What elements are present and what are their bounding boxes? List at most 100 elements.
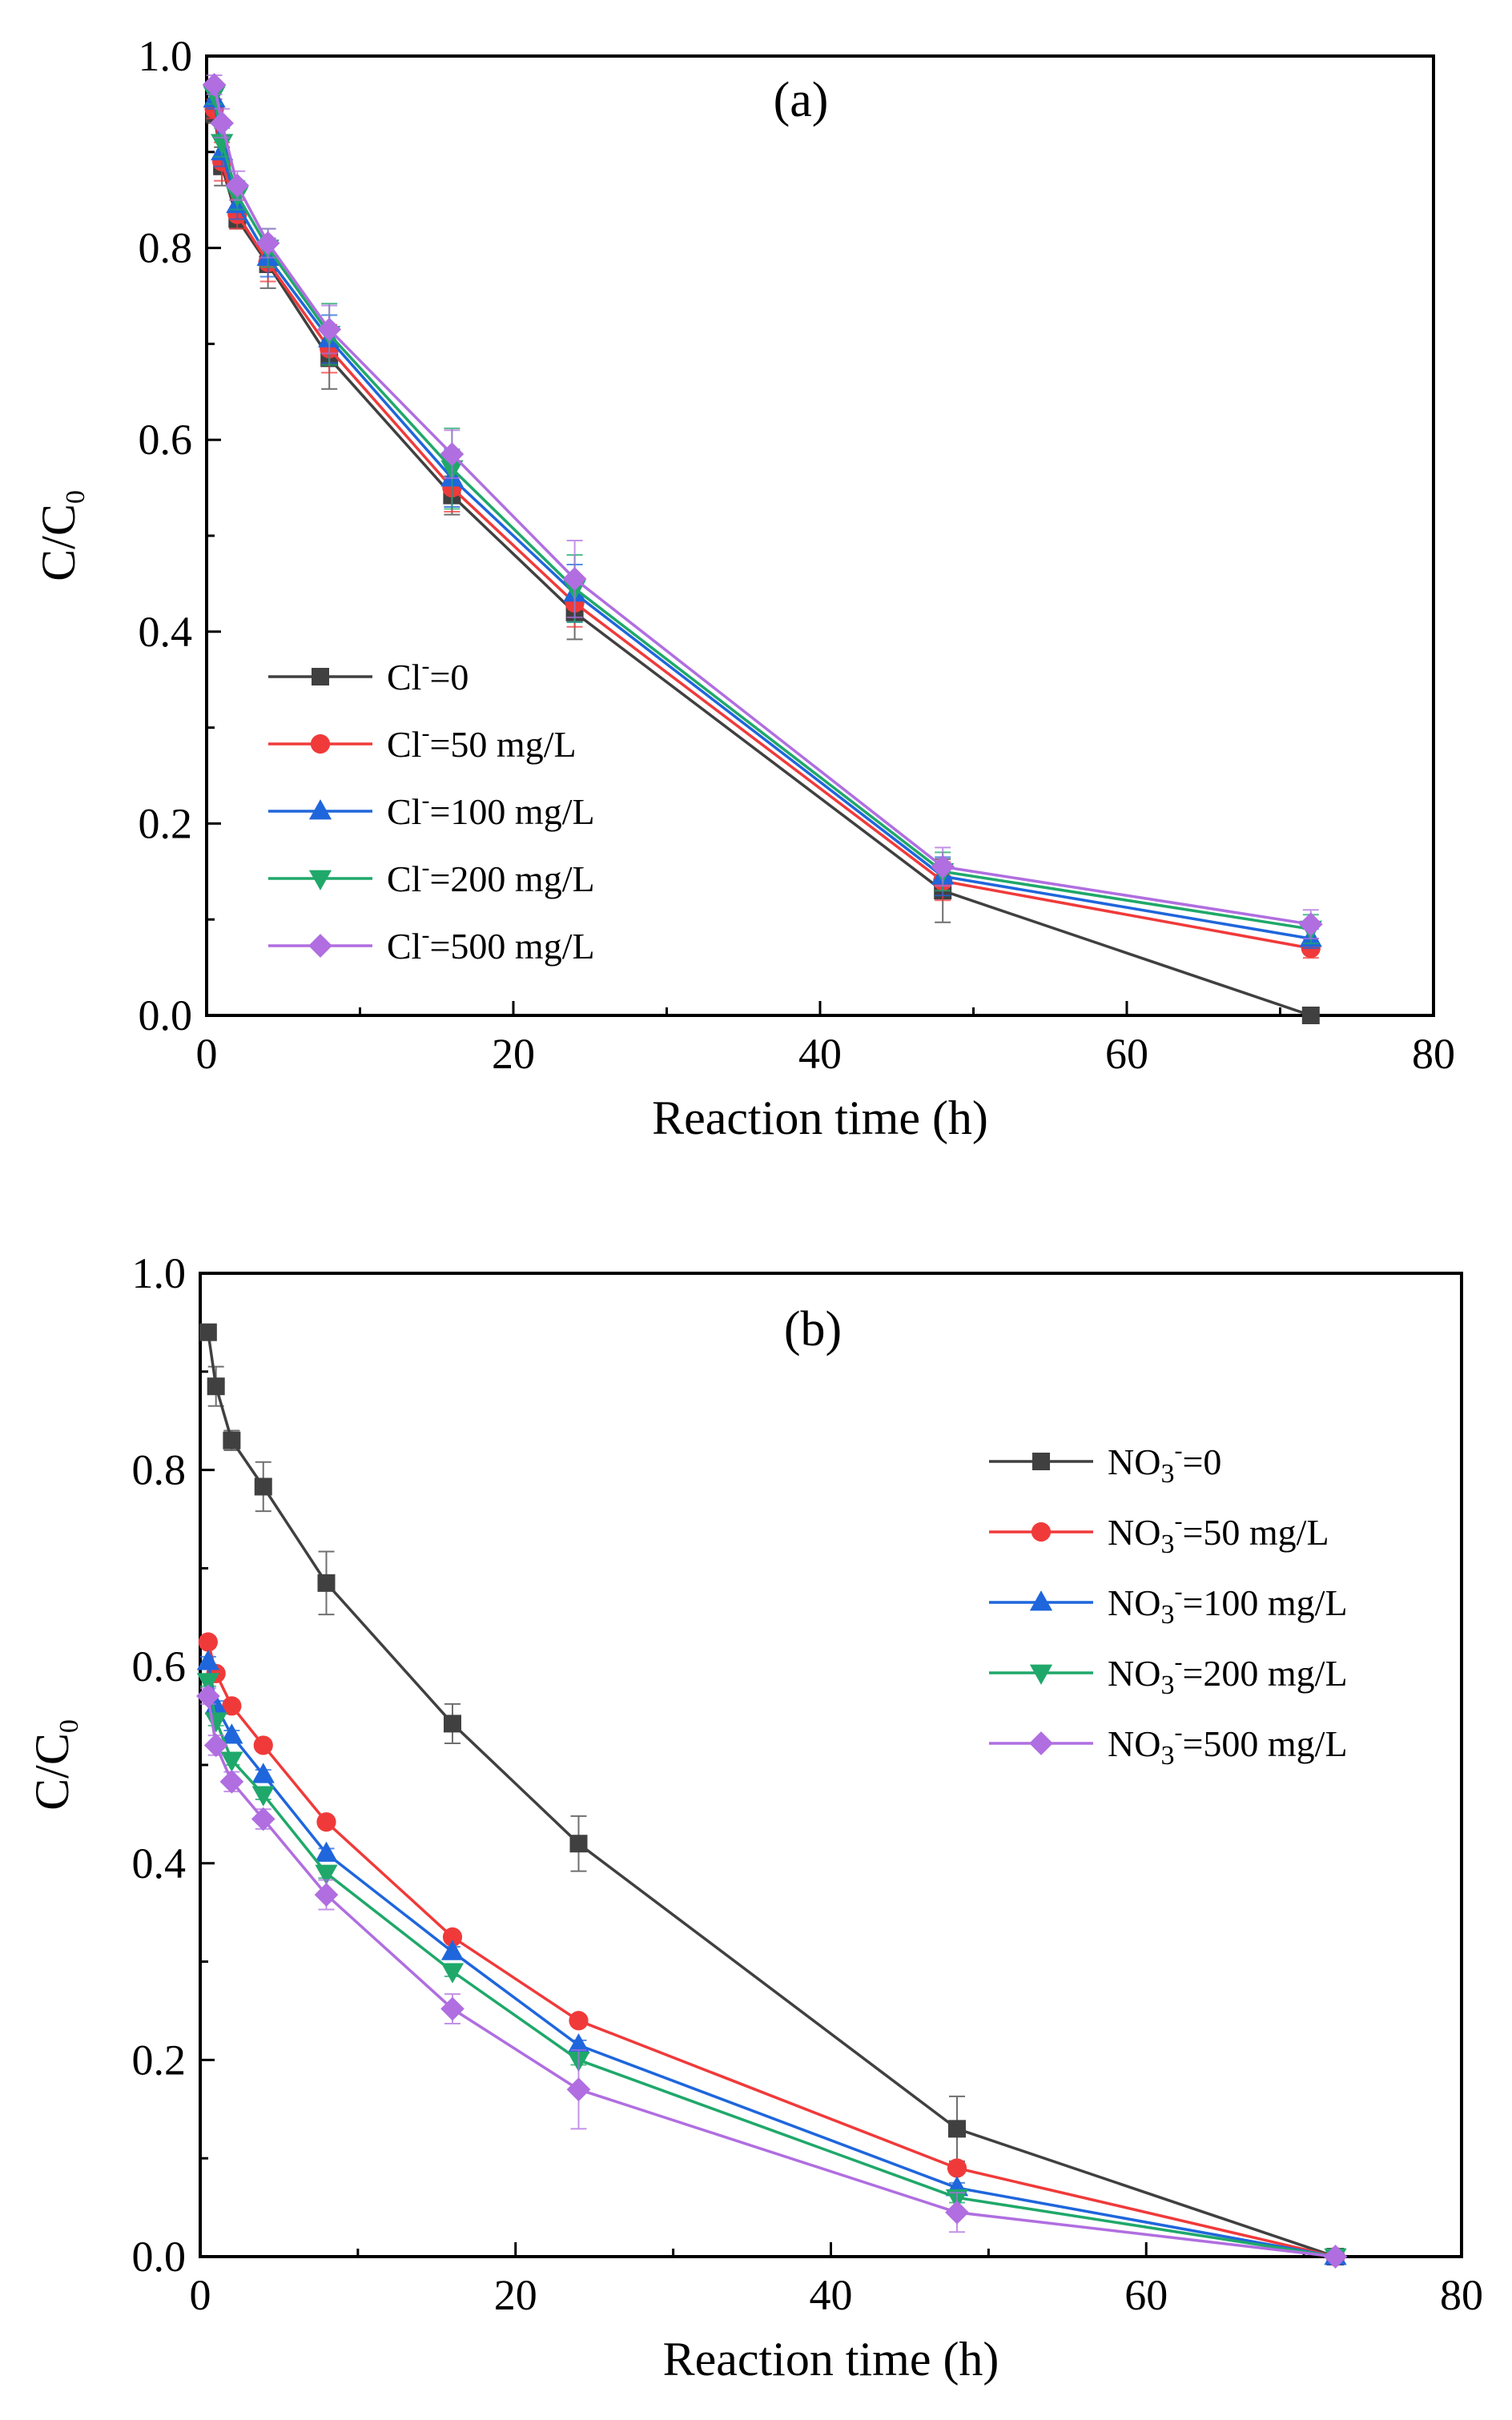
series-line [212, 113, 1312, 1017]
data-point [219, 1770, 244, 1794]
data-point [562, 567, 587, 591]
series-2 [203, 87, 1322, 950]
legend-marker [308, 799, 332, 820]
data-point [203, 1733, 228, 1758]
data-point [251, 1807, 275, 1831]
data-point [253, 1735, 273, 1755]
legend-label: NO3-=500 mg/L [1108, 1719, 1348, 1771]
legend-item: Cl-=500 mg/L [268, 922, 595, 967]
legend-item: Cl-=100 mg/L [268, 787, 595, 832]
legend-label: Cl-=100 mg/L [387, 787, 595, 832]
y-tick-label: 0.8 [139, 224, 193, 272]
legend-label: NO3-=200 mg/L [1108, 1649, 1348, 1700]
legend-label: Cl-=500 mg/L [387, 922, 595, 967]
data-point [195, 1684, 220, 1708]
legend-marker [310, 734, 331, 754]
legend-item: NO3-=0 [989, 1437, 1221, 1489]
data-point [440, 442, 464, 467]
data-point [314, 1883, 339, 1907]
y-axis-title: C/C0 [26, 1719, 84, 1811]
y-tick-label: 0.4 [139, 608, 193, 656]
data-point [1301, 1007, 1320, 1024]
data-point [220, 1751, 243, 1772]
x-tick-label: 60 [1105, 1030, 1148, 1078]
legend-item: Cl-=200 mg/L [268, 854, 595, 899]
legend-label: Cl-=200 mg/L [387, 854, 595, 899]
legend-marker [1029, 1664, 1053, 1685]
data-point [254, 1477, 272, 1496]
y-tick-label: 0.6 [132, 1642, 187, 1690]
data-point [945, 2200, 969, 2225]
x-tick-label: 0 [190, 2271, 211, 2319]
legend: NO3-=0 NO3-=50 mg/L NO3-=100 mg/L NO3-=200 … [989, 1437, 1348, 1771]
data-point [1298, 912, 1323, 937]
panel-label: (a) [774, 73, 829, 127]
legend-marker [308, 870, 332, 890]
series-1 [198, 1632, 1345, 2267]
y-tick-label: 0.8 [132, 1446, 187, 1494]
legend: Cl-=0 Cl-=50 mg/L Cl-=100 mg/L Cl-=200 mg/L… [268, 653, 595, 967]
x-tick-label: 40 [798, 1030, 842, 1078]
y-tick-label: 1.0 [139, 32, 193, 80]
legend-label: NO3-=100 mg/L [1108, 1578, 1348, 1630]
legend-item: Cl-=50 mg/L [268, 720, 577, 765]
series-line [212, 108, 1312, 950]
y-tick-label: 0.2 [132, 2036, 187, 2084]
data-point [222, 1696, 242, 1716]
data-point [207, 1377, 225, 1396]
y-axis-title: C/C0 [32, 490, 90, 581]
data-point [220, 1723, 243, 1744]
data-point [317, 317, 342, 342]
y-tick-label: 1.0 [132, 1249, 187, 1297]
legend-label: Cl-=0 [387, 653, 468, 697]
legend-marker [308, 934, 332, 958]
data-point [225, 173, 250, 198]
series-4 [202, 73, 1323, 940]
series-1 [204, 98, 1321, 959]
series-line [212, 84, 1312, 926]
legend-item: NO3-=100 mg/L [989, 1578, 1348, 1630]
legend-label: NO3-=0 [1108, 1437, 1221, 1489]
data-point [316, 1812, 336, 1832]
series-3 [203, 83, 1322, 945]
data-point [569, 1835, 588, 1853]
data-point [251, 1763, 275, 1783]
series-0 [199, 1323, 1345, 2265]
legend-item: NO3-=50 mg/L [989, 1508, 1329, 1559]
x-tick-label: 20 [492, 1030, 535, 1078]
data-point [196, 1650, 219, 1670]
data-point [444, 1715, 461, 1733]
data-point [202, 73, 227, 97]
legend-marker [1029, 1731, 1053, 1755]
data-point [223, 1431, 241, 1449]
data-point [210, 111, 234, 135]
data-point [317, 1574, 336, 1592]
data-point [211, 134, 234, 155]
data-point [315, 1864, 338, 1885]
series-4 [195, 1684, 1348, 2269]
data-point [1323, 2245, 1348, 2269]
x-tick-label: 80 [1412, 1030, 1455, 1078]
legend-item: NO3-=500 mg/L [989, 1719, 1348, 1771]
panel-label: (b) [784, 1302, 842, 1357]
data-point [440, 1996, 464, 2021]
x-tick-label: 60 [1124, 2271, 1168, 2319]
data-point [251, 1786, 275, 1807]
plot-frame [199, 1272, 1463, 2258]
data-point [948, 2120, 966, 2138]
series-line [212, 94, 1312, 931]
data-point [440, 1963, 464, 1984]
data-point [566, 2077, 591, 2102]
y-tick-label: 0.6 [139, 416, 193, 464]
x-axis-title: Reaction time (h) [663, 2333, 999, 2386]
panel-a: 0 20 40 60 80 0.0 0.2 0.4 0.6 0.8 1.0 Reaction time… [32, 32, 1455, 1144]
data-point [315, 1841, 338, 1862]
x-tick-label: 0 [196, 1030, 218, 1078]
legend-marker [1029, 1590, 1053, 1611]
legend-marker [1032, 1453, 1050, 1470]
panel-b: 0 20 40 60 80 0.0 0.2 0.4 0.6 0.8 1.0 Reaction time… [26, 1249, 1483, 2386]
data-point [255, 231, 280, 255]
legend-item: NO3-=200 mg/L [989, 1649, 1348, 1700]
data-point [442, 1927, 463, 1947]
series-line [207, 1642, 1336, 2258]
